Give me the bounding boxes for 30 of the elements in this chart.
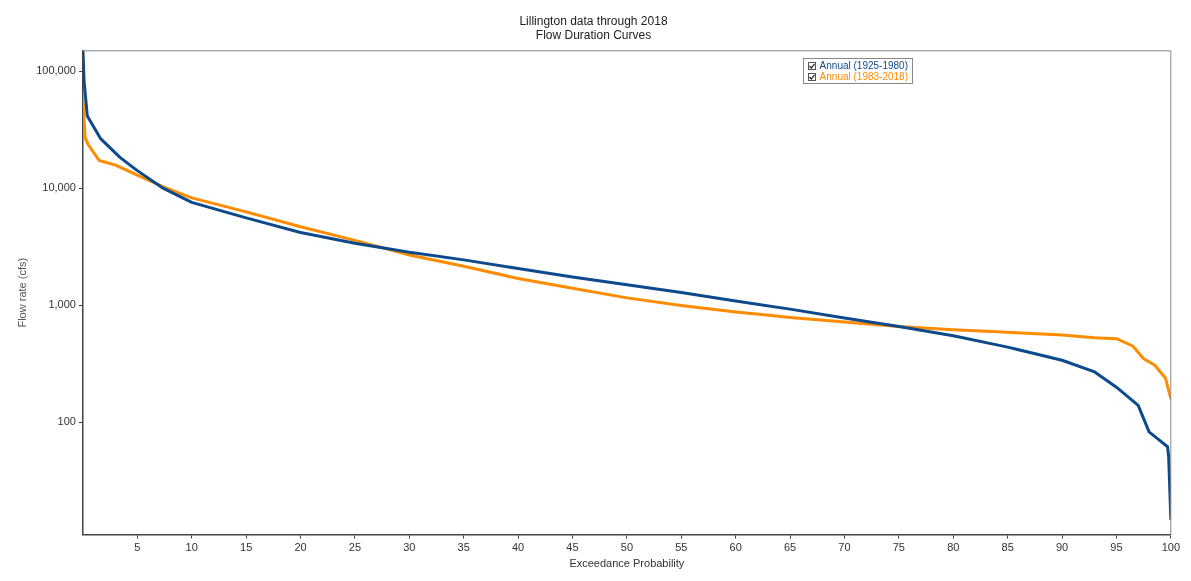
x-tick-label: 100 (1161, 541, 1180, 554)
x-axis-title: Exceedance Probability (569, 557, 685, 570)
x-tick-label: 15 (240, 541, 253, 554)
x-tick-label: 30 (403, 541, 416, 554)
y-tick-label: 1,000 (48, 298, 76, 311)
x-tick-label: 65 (783, 541, 797, 554)
y-tick-label: 100 (57, 415, 76, 428)
x-tick-label: 55 (675, 541, 688, 554)
y-tick-label: 10,000 (42, 181, 76, 194)
y-axis-title: Flow rate (cfs) (15, 257, 28, 328)
chart-title: Lillington data through 2018 (519, 13, 668, 28)
x-tick-label: 85 (1001, 541, 1014, 554)
x-tick-label: 20 (294, 541, 307, 554)
x-tick-label: 60 (729, 541, 742, 554)
x-tick-label: 50 (620, 541, 634, 554)
chart-subtitle: Flow Duration Curves (535, 27, 652, 42)
x-tick-label: 5 (134, 541, 141, 554)
x-tick-label: 90 (1055, 541, 1069, 554)
x-tick-label: 25 (348, 541, 362, 554)
x-tick-label: 35 (457, 541, 470, 554)
x-tick-label: 45 (566, 541, 579, 554)
text: Annual (1983-2018) (819, 71, 908, 82)
y-tick-label: 100,000 (36, 64, 76, 77)
x-tick-label: 80 (947, 541, 960, 554)
text: Annual (1925-1980) (819, 60, 908, 71)
x-tick-label: 75 (892, 541, 905, 554)
x-tick-label: 40 (511, 541, 525, 554)
x-tick-label: 70 (838, 541, 851, 554)
x-tick-label: 10 (185, 541, 198, 554)
x-tick-label: 95 (1110, 541, 1123, 554)
